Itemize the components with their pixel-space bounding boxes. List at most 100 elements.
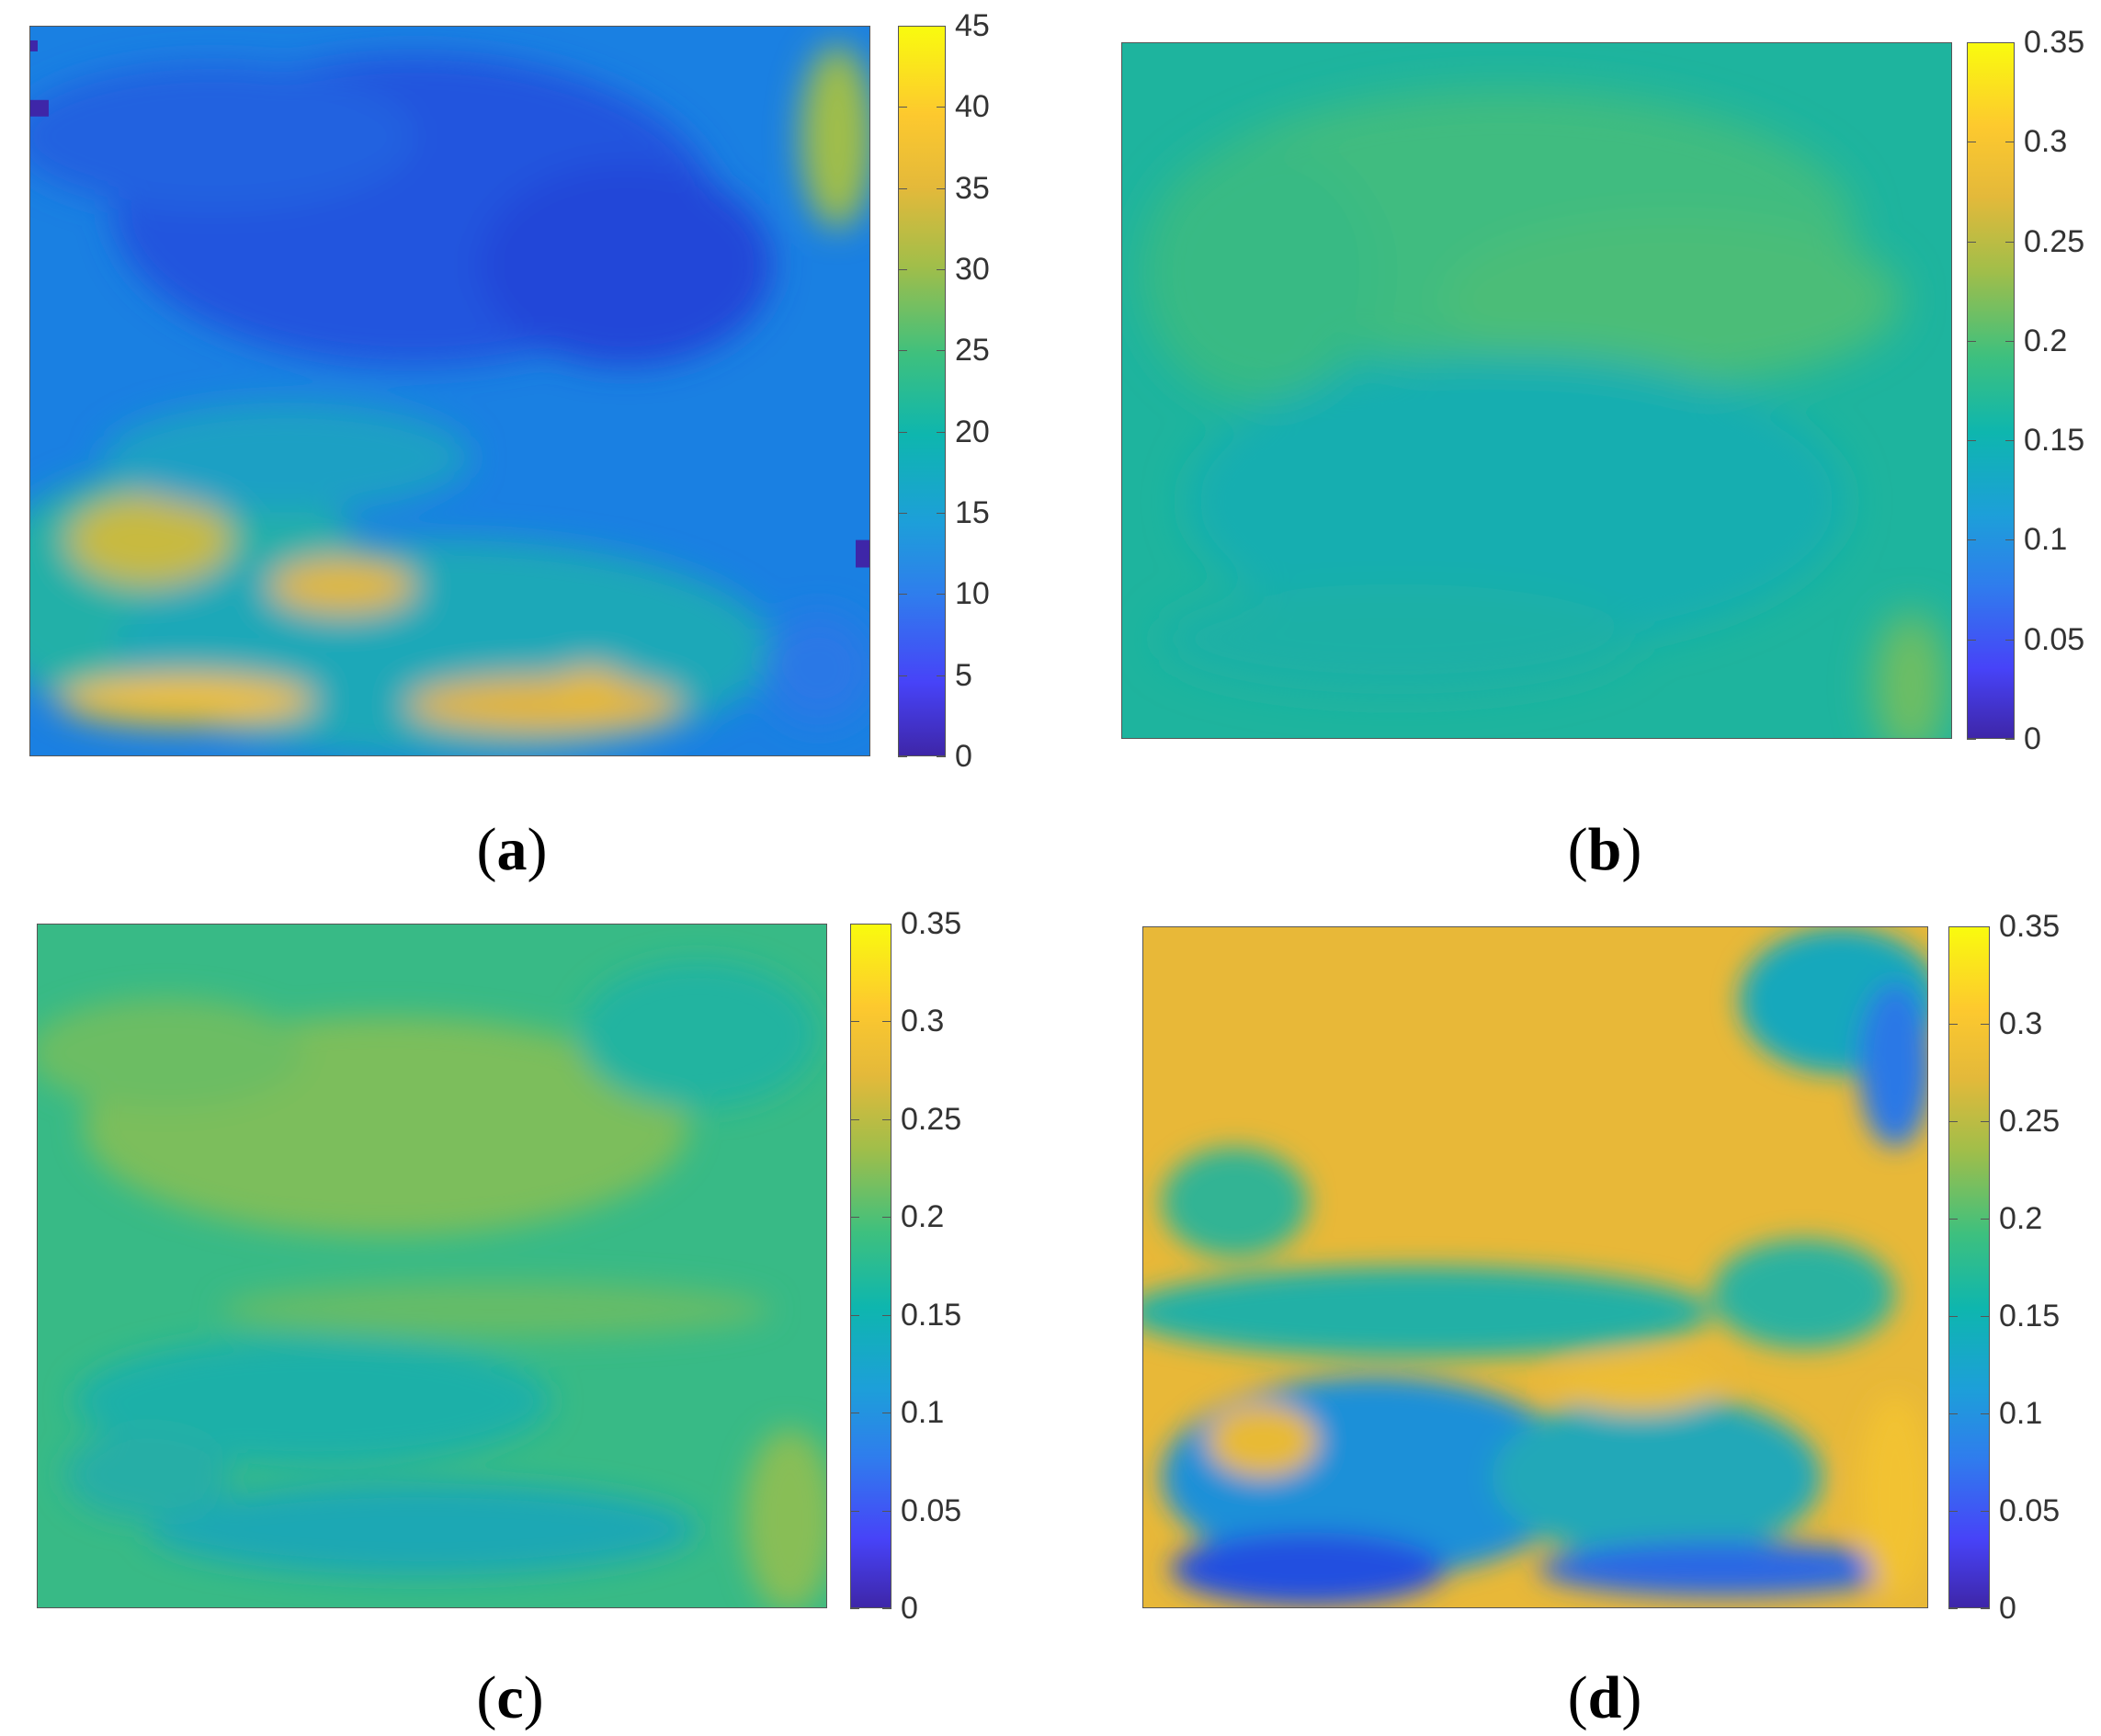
colorbar-a-tick-right (937, 187, 946, 189)
caption-c-close: ) (523, 1664, 544, 1731)
colorbar-d-tick-label: 0.3 (1999, 1006, 2043, 1041)
colorbar-a-tick-label: 0 (955, 739, 972, 774)
colorbar-d-tick-right (1981, 1316, 1990, 1317)
colorbar-d-tick-right (1981, 1511, 1990, 1512)
colorbar-c-tick-left (850, 1608, 859, 1609)
colorbar-d-tick-right (1981, 1608, 1990, 1609)
heatmap-c (37, 924, 827, 1608)
colorbar-a-tick-label: 5 (955, 657, 972, 693)
colorbar-b-tick-left (1967, 440, 1976, 442)
colorbar-c-tick-left (850, 1314, 859, 1316)
colorbar-d-tick-left (1948, 1608, 1958, 1609)
colorbar-d-tick-label: 0.2 (1999, 1201, 2043, 1236)
colorbar-a-tick-left (898, 513, 907, 514)
colorbar-a-tick-right (937, 107, 946, 108)
colorbar-c-tick-right (882, 1118, 892, 1120)
colorbar-d-tick-label: 0.05 (1999, 1493, 2061, 1528)
colorbar-d-tick-label: 0.35 (1999, 909, 2061, 944)
colorbar-d-tick-label: 0.25 (1999, 1104, 2061, 1139)
heatmap-b-image (1122, 43, 1951, 738)
colorbar-a-tick-right (937, 431, 946, 433)
colorbar-a-tick-left (898, 187, 907, 189)
colorbar-d (1948, 926, 1990, 1608)
colorbar-c-tick-label: 0.25 (901, 1101, 962, 1137)
colorbar-d-tick-left (1948, 1413, 1958, 1414)
colorbar-b-tick-left (1967, 639, 1976, 641)
colorbar-a-tick-left (898, 675, 907, 676)
caption-b-close: ) (1621, 816, 1642, 883)
caption-a: (a) (477, 820, 548, 880)
colorbar-b-tick-left (1967, 340, 1976, 342)
heatmap-b (1121, 42, 1952, 739)
colorbar-b-tick-right (2005, 42, 2015, 43)
colorbar-c-tick-label: 0.1 (901, 1395, 945, 1431)
colorbar-b-tick-left (1967, 241, 1976, 243)
colorbar-b-tick-label: 0.2 (2024, 323, 2068, 358)
colorbar-b-tick-label: 0 (2024, 721, 2041, 756)
colorbar-a-tick-label: 40 (955, 89, 990, 125)
caption-d: (d) (1568, 1668, 1642, 1729)
colorbar-c-tick-label: 0.2 (901, 1199, 945, 1235)
colorbar-d-tick-left (1948, 1024, 1958, 1025)
caption-b-letter: b (1587, 816, 1622, 883)
colorbar-a-tick-right (937, 513, 946, 514)
colorbar-a-tick-label: 45 (955, 8, 990, 43)
caption-b-open: ( (1567, 816, 1588, 883)
colorbar-c-tick-right (882, 1510, 892, 1512)
colorbar-a-tick-left (898, 756, 907, 757)
heatmap-d-image (1143, 927, 1927, 1607)
colorbar-a-tick-left (898, 26, 907, 27)
colorbar-a-tick-label: 10 (955, 576, 990, 612)
colorbar-b-tick-right (2005, 639, 2015, 641)
colorbar-b-tick-right (2005, 241, 2015, 243)
colorbar-a-tick-label: 15 (955, 495, 990, 530)
colorbar-c-tick-label: 0.05 (901, 1492, 962, 1528)
colorbar-a-tick-right (937, 675, 946, 676)
colorbar-a-tick-left (898, 431, 907, 433)
colorbar-b-tick-label: 0.3 (2024, 124, 2068, 160)
colorbar-b-tick-label: 0.25 (2024, 223, 2085, 259)
caption-a-close: ) (527, 816, 548, 883)
caption-c: (c) (476, 1668, 543, 1729)
colorbar-c-tick-right (882, 1314, 892, 1316)
colorbar-a-tick-right (937, 594, 946, 596)
colorbar-a-tick-left (898, 594, 907, 596)
colorbar-c-tick-label: 0.15 (901, 1297, 962, 1333)
colorbar-d-tick-left (1948, 1219, 1958, 1220)
colorbar-c-tick-left (850, 1217, 859, 1219)
colorbar-a-tick-left (898, 269, 907, 270)
colorbar-b-tick-label: 0.05 (2024, 621, 2085, 657)
caption-c-letter: c (496, 1664, 524, 1731)
colorbar-b-tick-right (2005, 440, 2015, 442)
caption-d-open: ( (1567, 1664, 1588, 1731)
colorbar-a-tick-right (937, 269, 946, 270)
colorbar-d-tick-right (1981, 1413, 1990, 1414)
colorbar-d-tick-label: 0 (1999, 1591, 2016, 1626)
colorbar-b-tick-label: 0.35 (2024, 25, 2085, 60)
caption-d-letter: d (1587, 1664, 1622, 1731)
colorbar-d-tick-right (1981, 1024, 1990, 1025)
colorbar-b-tick-left (1967, 539, 1976, 541)
caption-c-open: ( (476, 1664, 497, 1731)
colorbar-c-tick-left (850, 924, 859, 925)
colorbar-c-tick-right (882, 1217, 892, 1219)
colorbar-c-tick-label: 0 (901, 1591, 918, 1626)
colorbar-d-tick-left (1948, 1316, 1958, 1317)
caption-a-open: ( (476, 816, 497, 883)
colorbar-d-tick-left (1948, 1511, 1958, 1512)
caption-b: (b) (1568, 820, 1642, 880)
colorbar-a-tick-right (937, 26, 946, 27)
colorbar-a-tick-left (898, 350, 907, 352)
caption-a-letter: a (496, 816, 528, 883)
colorbar-a-tick-label: 30 (955, 252, 990, 287)
colorbar-b-tick-label: 0.1 (2024, 522, 2068, 558)
colorbar-a-tick-right (937, 350, 946, 352)
colorbar-a (898, 26, 946, 756)
colorbar-b-tick-label: 0.15 (2024, 423, 2085, 459)
colorbar-a-tick-label: 35 (955, 170, 990, 206)
colorbar-c-tick-left (850, 1510, 859, 1512)
colorbar-d-tick-left (1948, 1121, 1958, 1122)
colorbar-c-tick-left (850, 1118, 859, 1120)
colorbar-d-tick-right (1981, 1121, 1990, 1122)
caption-d-close: ) (1621, 1664, 1642, 1731)
